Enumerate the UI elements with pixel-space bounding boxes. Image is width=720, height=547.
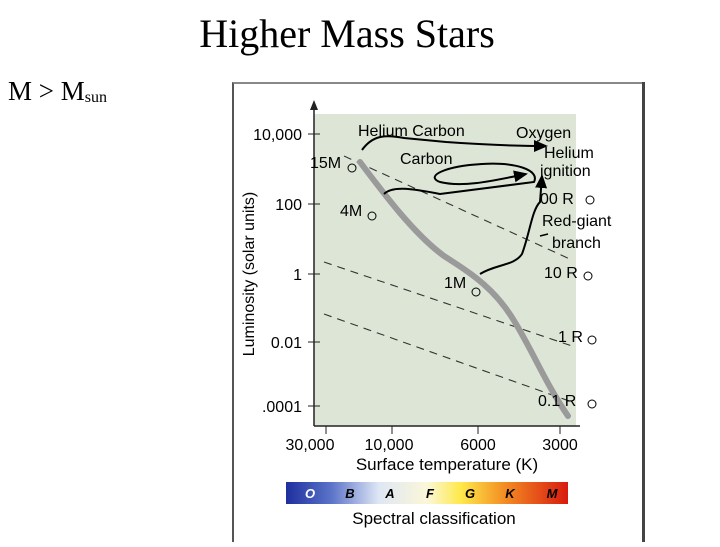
y-tick-label: 100 [275,197,302,214]
evolution-tracks [361,135,548,275]
track-15m [361,135,548,152]
spectral-class-b: B [345,486,354,501]
mass-label-15: 15M [310,155,341,172]
x-tick-label: 6000 [460,437,496,454]
radius-label-10: 10 R [544,265,578,282]
hr-diagram-figure: 10,000 100 1 0.01 .0001 30,000 10,000 60… [232,82,642,542]
sun-symbol-icon [587,399,597,409]
label-helium-carbon: Helium Carbon [358,123,465,140]
x-tick-label: 30,000 [286,437,335,454]
radius-line-0-1 [323,313,573,403]
radius-label-0-1: 0.1 R [538,393,576,410]
spectral-class-a: A [384,486,394,501]
label-carbon: Carbon [400,151,452,168]
x-axis-title: Surface temperature (K) [356,455,538,474]
mass-label-1: 1M [444,275,466,292]
y-tick-label: 1 [293,267,302,284]
red-giant-pointer [539,233,549,237]
sun-symbol-icon [583,271,593,281]
x-ticks [325,426,561,434]
y-tick-label: 0.01 [271,335,302,352]
x-tick-label: 10,000 [365,437,414,454]
mass-label-4: 4M [340,203,362,220]
plot-area [314,114,576,426]
y-axis-title: Luminosity (solar units) [241,192,258,357]
y-tick-label: .0001 [262,399,302,416]
spectral-class-f: F [426,486,435,501]
label-branch: branch [552,235,601,252]
spectral-class-m: M [547,486,559,501]
sun-symbol-icon [367,211,377,221]
spectral-class-k: K [505,486,516,501]
spectral-class-o: O [305,486,315,501]
x-tick-label: 3000 [542,437,578,454]
y-tick-label: 10,000 [253,127,302,144]
sun-symbol-icon [585,195,595,205]
spectral-color-bar [286,482,568,504]
radius-label-100: 00 R [540,191,574,208]
spectral-class-g: G [465,486,475,501]
slide-title: Higher Mass Stars [199,11,495,56]
radius-label-1: 1 R [558,329,583,346]
track-4m [383,162,536,196]
spectral-class-letters: O B A F G K M [305,486,559,501]
label-red-giant: Red-giant [542,213,612,230]
radius-lines [323,155,573,403]
hr-diagram-svg: 10,000 100 1 0.01 .0001 30,000 10,000 60… [241,100,612,528]
sun-symbol-icon [471,287,481,297]
y-axis-arrow-icon [310,100,318,110]
y-ticks [308,133,320,407]
bullet-main-text: M > M [8,76,85,106]
spectral-title: Spectral classification [352,509,515,528]
bullet-subscript: sun [84,89,107,106]
label-helium: Helium [544,145,594,162]
radius-line-1 [323,261,573,347]
track-1m-red-giant [479,174,548,275]
bullet-mass-condition: M > Msun [8,76,107,107]
sun-symbol-icon [587,335,597,345]
label-oxygen: Oxygen [516,125,571,142]
main-sequence-band [357,159,571,419]
label-ignition: ignition [540,163,591,180]
sun-symbol-icon [347,163,357,173]
